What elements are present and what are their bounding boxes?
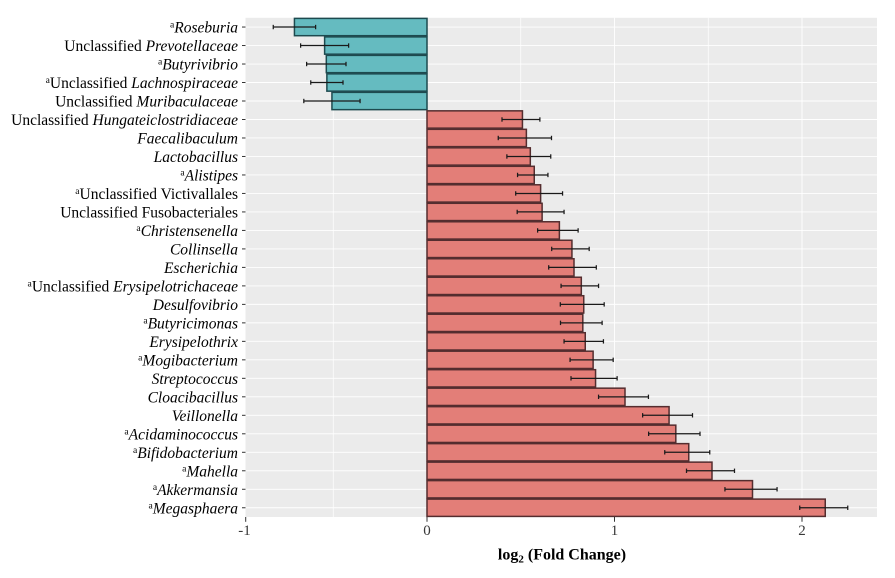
svg-text:Unclassified Fusobacteriales: Unclassified Fusobacteriales	[60, 204, 238, 221]
svg-text:Faecalibaculum: Faecalibaculum	[136, 130, 238, 147]
svg-text:Lactobacillus: Lactobacillus	[153, 149, 238, 166]
svg-text:-1: -1	[238, 523, 251, 539]
svg-text:log2 (Fold Change): log2 (Fold Change)	[498, 547, 626, 566]
svg-text:a​Roseburia: a​Roseburia	[170, 20, 238, 37]
svg-text:a​Alistipes: a​Alistipes	[180, 167, 238, 184]
svg-text:a​Bifidobacterium: a​Bifidobacterium	[133, 445, 238, 462]
svg-text:a​Butyrivibrio: a​Butyrivibrio	[158, 57, 238, 74]
svg-text:Veillonella: Veillonella	[172, 408, 239, 425]
svg-text:0: 0	[423, 523, 431, 539]
svg-text:Cloacibacillus: Cloacibacillus	[148, 389, 238, 406]
svg-text:Unclassified Hungateiclostridi: Unclassified Hungateiclostridiaceae	[11, 112, 238, 129]
svg-text:a​Unclassified Lachnospiraceae: a​Unclassified Lachnospiraceae	[46, 75, 239, 92]
svg-text:Desulfovibrio: Desulfovibrio	[152, 297, 238, 314]
svg-text:Erysipelothrix: Erysipelothrix	[148, 334, 238, 351]
svg-text:a​Butyricimonas: a​Butyricimonas	[143, 315, 238, 332]
svg-text:Unclassified Muribaculaceae: Unclassified Muribaculaceae	[55, 94, 238, 111]
svg-text:a​Akkermansia: a​Akkermansia	[153, 482, 238, 499]
svg-text:a​Unclassified Victivallales: a​Unclassified Victivallales	[75, 186, 238, 203]
svg-text:2: 2	[798, 523, 806, 539]
svg-text:a​Christensenella: a​Christensenella	[136, 223, 238, 240]
svg-text:a​Mahella: a​Mahella	[182, 463, 238, 480]
svg-text:Unclassified Prevotellaceae: Unclassified Prevotellaceae	[64, 38, 238, 55]
svg-text:1: 1	[611, 523, 619, 539]
svg-text:a​Mogibacterium: a​Mogibacterium	[138, 352, 238, 369]
svg-text:a​Megasphaera: a​Megasphaera	[148, 500, 238, 517]
svg-text:a​Acidaminococcus: a​Acidaminococcus	[124, 426, 238, 443]
svg-text:Collinsella: Collinsella	[170, 241, 238, 258]
svg-text:Escherichia: Escherichia	[163, 260, 238, 277]
svg-text:a​Unclassified Erysipelotricha: a​Unclassified Erysipelotrichaceae	[28, 278, 239, 295]
svg-text:Streptococcus: Streptococcus	[152, 371, 238, 388]
